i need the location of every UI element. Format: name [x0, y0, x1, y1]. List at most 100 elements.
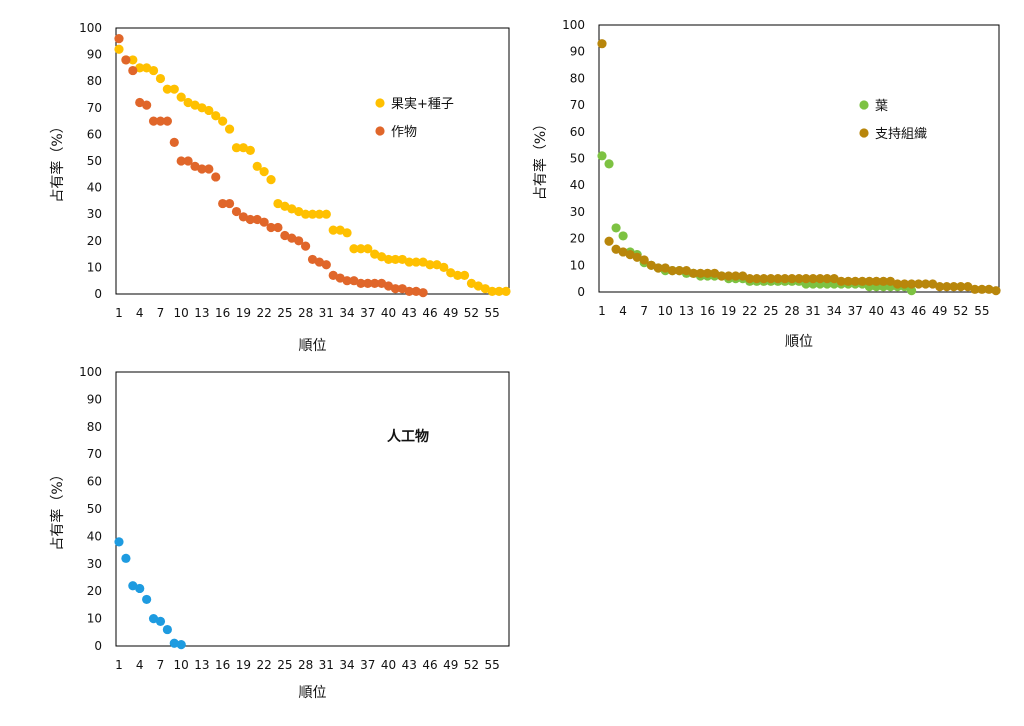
data-point — [314, 209, 325, 219]
y-tick-label: 70 — [87, 447, 102, 461]
x-tick-label: 31 — [319, 658, 334, 672]
data-point — [597, 39, 607, 49]
data-point — [356, 278, 366, 288]
x-tick-label: 10 — [174, 658, 189, 672]
data-point — [822, 274, 832, 284]
data-point — [956, 282, 966, 292]
x-tick-label: 34 — [339, 658, 354, 672]
data-point — [169, 638, 179, 648]
y-tick-label: 60 — [87, 475, 102, 489]
data-point — [446, 268, 456, 278]
x-tick-label: 4 — [136, 658, 144, 672]
data-point — [745, 274, 755, 284]
x-tick-label: 31 — [319, 306, 334, 320]
data-point — [266, 222, 276, 233]
data-point — [411, 286, 421, 296]
y-tick-label: 20 — [570, 232, 585, 246]
data-point — [135, 97, 145, 108]
x-tick-label: 7 — [640, 304, 648, 318]
legend-label: 果実+種子 — [391, 96, 454, 112]
data-point — [695, 268, 706, 278]
data-point — [148, 614, 159, 624]
data-point — [377, 252, 387, 262]
y-tick-label: 10 — [87, 260, 102, 274]
data-point — [155, 73, 166, 84]
data-point — [404, 257, 414, 267]
x-tick-label: 16 — [215, 306, 230, 320]
y-tick-label: 40 — [87, 529, 102, 543]
data-point — [618, 231, 628, 241]
data-point — [321, 209, 331, 219]
data-point — [815, 274, 825, 284]
data-point — [653, 263, 663, 273]
data-point — [501, 286, 511, 296]
data-point — [604, 236, 614, 246]
y-tick-label: 80 — [87, 74, 102, 88]
series-1 — [114, 537, 186, 650]
data-point — [224, 198, 235, 209]
x-tick-label: 25 — [763, 304, 778, 318]
data-point — [383, 281, 394, 291]
x-tick-label: 7 — [157, 306, 165, 320]
data-point — [280, 201, 290, 211]
x-tick-label: 16 — [700, 304, 715, 318]
x-tick-label: 55 — [974, 304, 989, 318]
data-point — [473, 281, 483, 291]
x-axis-label: 順位 — [299, 685, 327, 701]
data-point — [155, 616, 166, 626]
data-point — [646, 260, 656, 270]
plot-area — [115, 371, 510, 647]
data-point — [218, 198, 228, 209]
data-point — [356, 244, 366, 254]
data-point — [135, 583, 145, 594]
data-point — [183, 97, 193, 108]
y-tick-label: 0 — [577, 285, 585, 299]
x-tick-label: 19 — [236, 658, 251, 672]
data-point — [128, 581, 138, 591]
data-point — [738, 271, 748, 281]
data-point — [349, 276, 359, 286]
x-tick-label: 13 — [679, 304, 694, 318]
data-point — [487, 286, 497, 296]
y-tick-label: 10 — [87, 612, 102, 626]
data-point — [204, 164, 214, 174]
data-point — [439, 262, 449, 272]
data-point — [314, 257, 325, 267]
x-tick-label: 46 — [422, 658, 437, 672]
data-point — [836, 276, 846, 286]
data-point — [808, 274, 818, 284]
x-tick-label: 43 — [402, 306, 417, 320]
x-tick-label: 28 — [298, 306, 313, 320]
y-tick-label: 100 — [562, 18, 585, 32]
data-point — [667, 266, 677, 276]
data-point — [949, 282, 959, 292]
x-tick-label: 22 — [256, 306, 271, 320]
data-point — [342, 276, 352, 286]
data-point — [390, 284, 401, 294]
y-tick-label: 20 — [87, 584, 102, 598]
data-point — [238, 212, 248, 222]
data-point — [287, 204, 297, 214]
data-point — [892, 279, 903, 289]
y-tick-label: 90 — [87, 392, 102, 406]
data-point — [148, 116, 159, 126]
data-point — [597, 151, 607, 161]
data-point — [885, 276, 896, 286]
data-point — [128, 55, 138, 65]
legend-label: 作物 — [391, 125, 417, 140]
data-point — [335, 273, 345, 283]
y-axis-label: 占有率（%） — [532, 117, 549, 200]
data-point — [335, 225, 345, 235]
x-tick-label: 34 — [827, 304, 842, 318]
data-point — [328, 270, 338, 280]
data-point — [494, 286, 504, 296]
chart-panel-2: 0 10 20 30 40 50 60 70 80 90 100 1 4 7 10 13 16 19 22 25 28 3… — [532, 18, 1001, 350]
x-tick-label: 34 — [339, 306, 354, 320]
data-point — [169, 137, 179, 147]
x-tick-label: 46 — [911, 304, 926, 318]
data-point — [273, 222, 283, 233]
data-point — [114, 537, 124, 547]
data-point — [639, 255, 649, 265]
data-point — [162, 84, 172, 94]
data-point — [459, 270, 470, 280]
